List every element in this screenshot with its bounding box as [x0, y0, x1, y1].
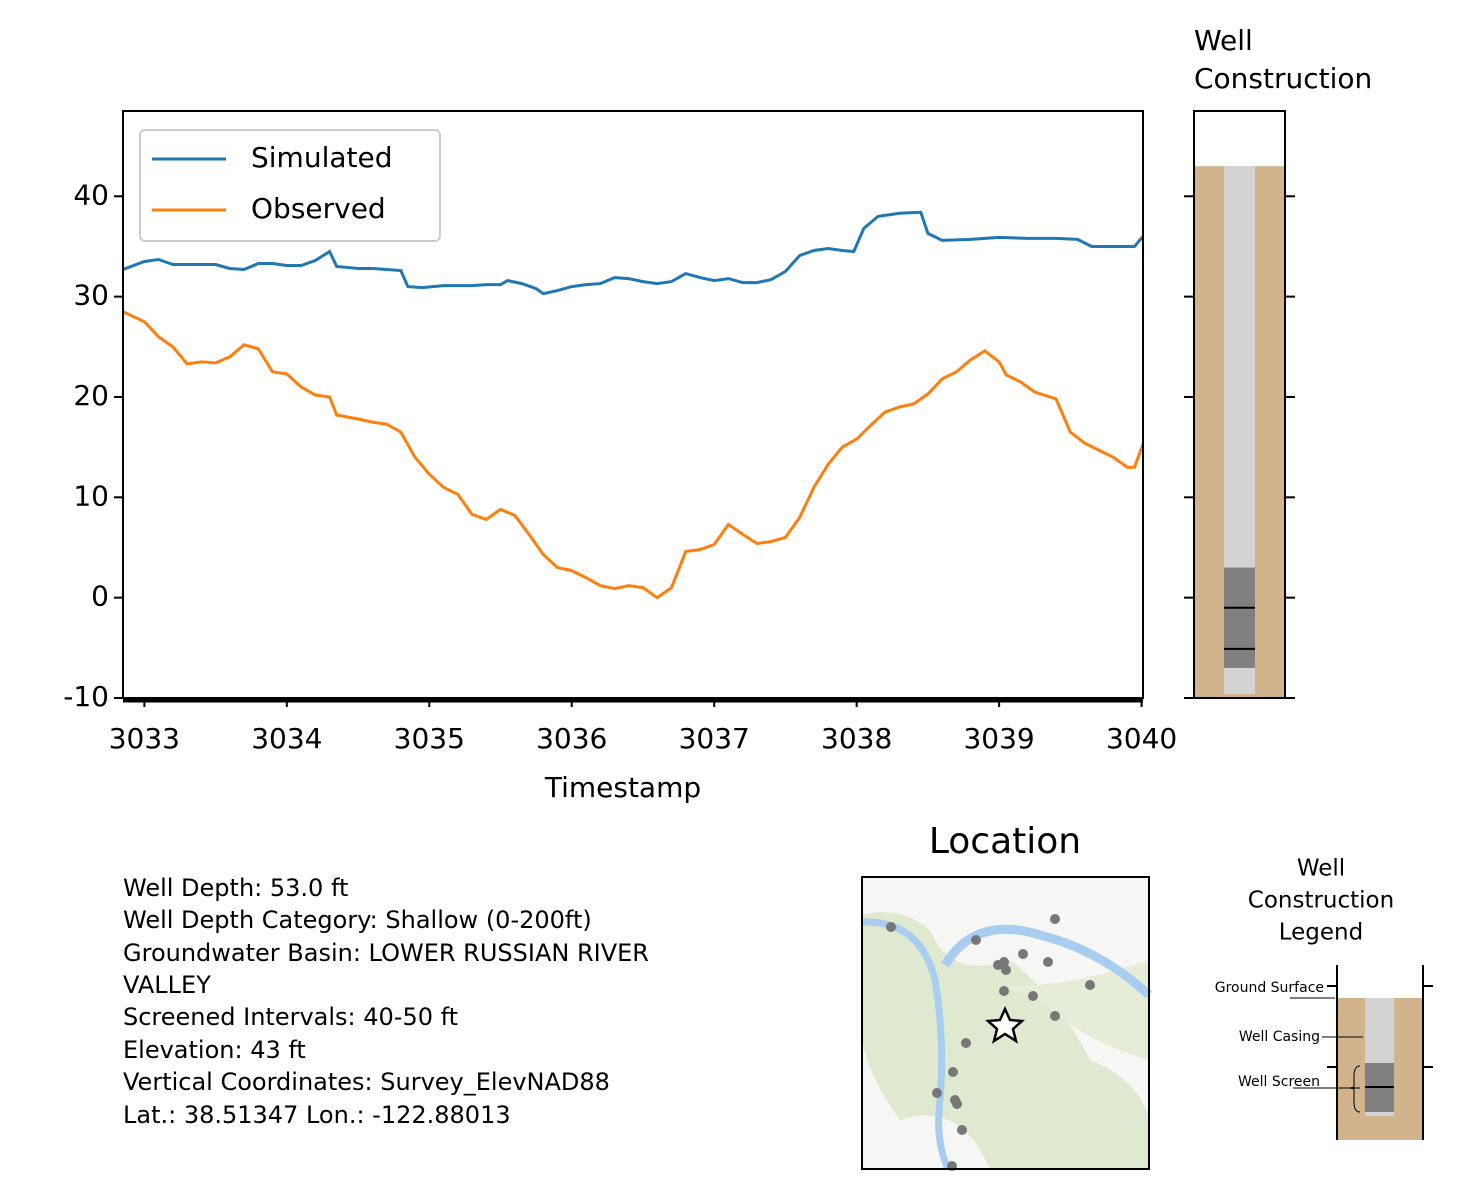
x-tick-label: 3038: [821, 722, 892, 755]
info-line: Groundwater Basin: LOWER RUSSIAN RIVER: [123, 939, 649, 967]
x-tick-label: 3033: [109, 722, 180, 755]
well-title: Construction: [1194, 62, 1372, 95]
map-terrain: [1000, 960, 1149, 1060]
map-title: Location: [929, 821, 1081, 862]
x-tick-label: 3039: [963, 722, 1034, 755]
screen: [1224, 567, 1255, 668]
y-tick-label: 40: [73, 178, 109, 211]
legend-label: Well Screen: [1238, 1074, 1320, 1090]
x-tick-label: 3036: [536, 722, 607, 755]
x-axis-label: Timestamp: [544, 771, 701, 804]
legend-label: Observed: [251, 192, 386, 225]
x-tick-label: 3035: [394, 722, 465, 755]
x-tick-label: 3034: [251, 722, 322, 755]
y-tick-label: -10: [63, 680, 109, 713]
info-line: VALLEY: [123, 971, 211, 999]
well-legend: Well Construction Legend Ground Surface …: [1215, 856, 1433, 1140]
info-line: Screened Intervals: 40-50 ft: [123, 1003, 458, 1031]
well-frame: [1193, 110, 1286, 699]
y-tick-label: 20: [73, 379, 109, 412]
legend-label: Well Casing: [1239, 1029, 1320, 1045]
series-line: [122, 310, 1145, 600]
legend-title: Construction: [1248, 888, 1394, 914]
x-tick-label: 3037: [679, 722, 750, 755]
legend-title: Well: [1297, 856, 1345, 882]
map: [861, 876, 1153, 1171]
series-line: [122, 210, 1145, 296]
plot-frame: [122, 110, 1144, 699]
map-star: [984, 1005, 1026, 1044]
legend-label: Simulated: [251, 141, 393, 174]
y-tick-label: 30: [73, 279, 109, 312]
map-river: [861, 918, 952, 1171]
info: Well Depth: 53.0 ft Well Depth Category:…: [123, 874, 649, 1129]
legend-title: Legend: [1279, 920, 1364, 946]
x-tick-label: 3040: [1106, 722, 1177, 755]
y-tick-label: 0: [91, 580, 109, 613]
info-line: Lat.: 38.51347 Lon.: -122.88013: [123, 1101, 511, 1129]
map-river: [941, 924, 1153, 999]
info-line: Well Depth Category: Shallow (0-200ft): [123, 906, 592, 934]
legend-label: Ground Surface: [1215, 980, 1324, 996]
info-line: Elevation: 43 ft: [123, 1036, 306, 1064]
info-line: Well Depth: 53.0 ft: [123, 874, 348, 902]
info-line: Vertical Coordinates: Survey_ElevNAD88: [123, 1068, 610, 1096]
map-frame: [861, 876, 1150, 1170]
y-tick-label: 10: [73, 479, 109, 512]
well-title: Well: [1194, 24, 1253, 57]
